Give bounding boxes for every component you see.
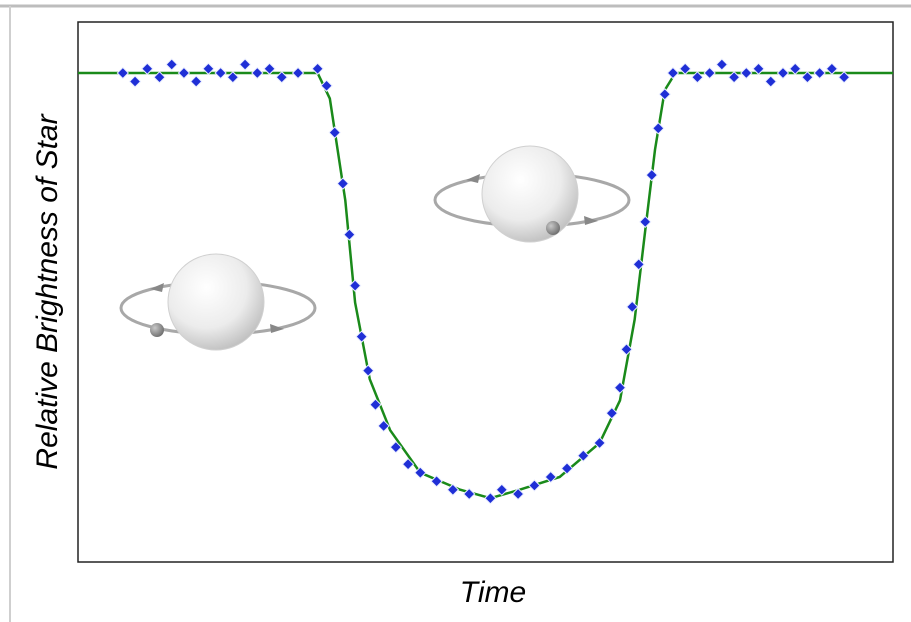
data-point [377,419,390,433]
data-point [165,58,178,71]
data-point [189,75,203,88]
data-point [320,79,333,92]
data-point [251,66,264,80]
data-point [484,492,497,505]
data-point [343,228,356,241]
data-point [639,215,652,229]
data-point [291,66,305,80]
data-point [361,364,375,377]
data-point [813,66,826,80]
data-point [740,66,753,80]
data-point [632,258,645,271]
data-point [495,483,509,496]
data-point [311,62,324,75]
data-point [128,75,142,88]
data-point [825,62,839,75]
data-point [328,126,341,139]
data-point [788,62,802,75]
arrow [466,174,480,183]
data-point [202,62,215,75]
data-point [348,279,362,292]
data-point [620,343,633,356]
data-point [511,487,525,501]
data-point [355,330,368,343]
data-point [462,487,476,501]
data-point [715,58,729,71]
data-point [238,58,252,71]
data-point [226,71,240,84]
data-point [141,62,154,75]
data-point [153,71,166,84]
data-point [528,479,541,492]
data-point [177,66,191,80]
data-point [389,440,403,454]
data-point [666,66,680,80]
transit-illustration-right [433,145,631,243]
data-point [703,66,716,80]
data-point [605,406,619,420]
data-point [544,470,557,484]
star [481,145,579,243]
data-point [577,449,590,462]
data-point [645,168,658,182]
data-point [727,71,741,84]
data-point [446,483,460,496]
data-point [214,66,227,80]
model-line [78,71,893,500]
data-point [752,62,765,75]
data-point [625,300,639,314]
arrow [584,216,598,225]
data-point [801,71,814,84]
data-point [593,436,606,450]
data-point [658,88,672,101]
data-point [764,75,777,88]
data-point [560,462,574,475]
data-point [430,475,443,488]
data-point [776,66,790,80]
data-point [678,62,692,75]
data-point [414,466,427,479]
data-point [369,398,382,411]
data-point [336,177,350,190]
arrow [150,283,164,292]
planet [150,323,164,337]
data-point [691,71,704,84]
planet [546,221,560,235]
data-point [837,71,851,84]
x-axis-label: Time [460,576,526,609]
data-point [401,457,415,471]
data-point [613,381,627,394]
transit-illustration-left [119,253,317,351]
arrow [270,324,284,333]
data-point [116,66,130,80]
data-point [275,71,288,84]
star [167,253,265,351]
y-axis-label: Relative Brightness of Star [31,113,64,469]
data-point [652,122,665,135]
data-point [263,62,276,75]
illustrations [119,145,631,351]
